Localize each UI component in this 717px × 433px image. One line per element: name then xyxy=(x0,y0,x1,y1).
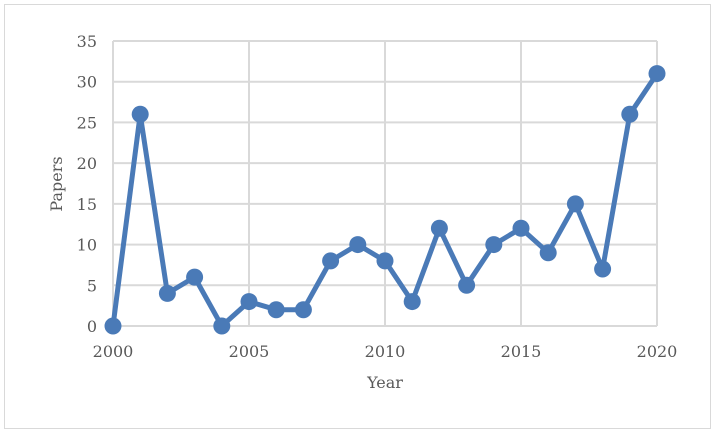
y-tick-label: 35 xyxy=(77,32,97,51)
y-tick-label: 10 xyxy=(77,236,97,255)
data-point xyxy=(322,252,340,270)
data-point xyxy=(376,252,394,270)
x-tick-label: 2015 xyxy=(501,342,542,361)
data-point xyxy=(566,195,584,213)
data-point xyxy=(458,276,476,294)
x-axis-label: Year xyxy=(366,373,403,392)
data-point xyxy=(349,236,367,254)
data-point xyxy=(213,317,231,335)
x-tick-label: 2010 xyxy=(365,342,406,361)
data-point xyxy=(594,260,612,278)
data-point xyxy=(186,268,204,286)
data-point xyxy=(104,317,122,335)
y-tick-label: 20 xyxy=(77,154,97,173)
data-point xyxy=(621,105,639,123)
data-point xyxy=(539,244,557,262)
x-tick-label: 2020 xyxy=(637,342,678,361)
x-tick-labels: 2000 2005 2010 2015 2020 xyxy=(93,342,678,361)
data-point xyxy=(131,105,149,123)
x-tick-label: 2000 xyxy=(93,342,134,361)
data-point xyxy=(430,219,448,237)
y-tick-label: 15 xyxy=(77,195,97,214)
y-tick-label: 30 xyxy=(77,73,97,92)
chart-frame xyxy=(4,4,711,429)
y-tick-label: 5 xyxy=(87,276,97,295)
data-points xyxy=(104,65,666,335)
data-point xyxy=(158,284,176,302)
data-point xyxy=(240,293,258,311)
data-point xyxy=(267,301,285,319)
y-axis-label: Papers xyxy=(47,156,66,211)
data-point xyxy=(485,236,503,254)
x-tick-label: 2005 xyxy=(229,342,270,361)
y-tick-label: 0 xyxy=(87,317,97,336)
grid xyxy=(112,40,658,327)
data-point xyxy=(403,293,421,311)
y-tick-label: 25 xyxy=(77,113,97,132)
data-point xyxy=(648,65,666,83)
data-point xyxy=(294,301,312,319)
y-tick-labels: 0 5 10 15 20 25 30 35 xyxy=(77,32,97,336)
data-point xyxy=(512,219,530,237)
